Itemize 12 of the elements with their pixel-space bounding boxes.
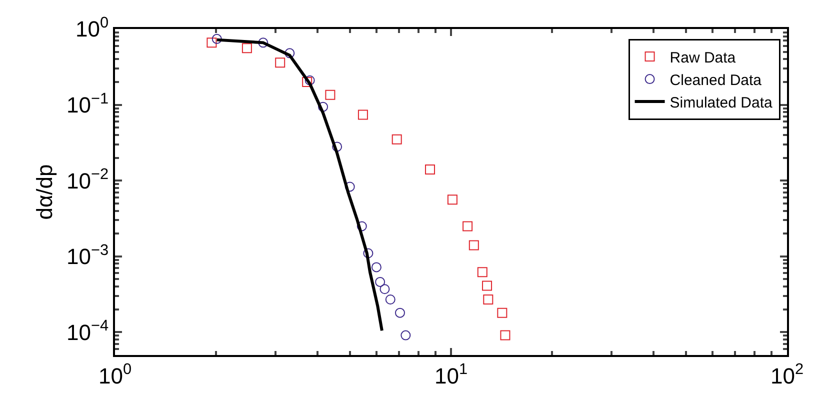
y-axis-title: dα/dp	[32, 164, 57, 220]
x-tick-label: 10$^{2}$	[770, 361, 804, 388]
x-tick-label: 10$^{0}$	[98, 361, 132, 388]
y-tick-label: 10$^{0}$	[76, 14, 109, 42]
legend-label: Raw Data	[670, 49, 736, 66]
x-tick-label: 10$^{1}$	[434, 361, 468, 388]
y-tick-label: 10$^{−1}$	[66, 90, 109, 118]
y-tick-label: 10$^{−2}$	[66, 166, 109, 194]
legend-label: Simulated Data	[670, 94, 773, 112]
y-tick-label: 10$^{−3}$	[66, 242, 109, 270]
y-tick-label: 10$^{−4}$	[66, 318, 110, 345]
legend-label: Cleaned Data	[670, 72, 762, 89]
